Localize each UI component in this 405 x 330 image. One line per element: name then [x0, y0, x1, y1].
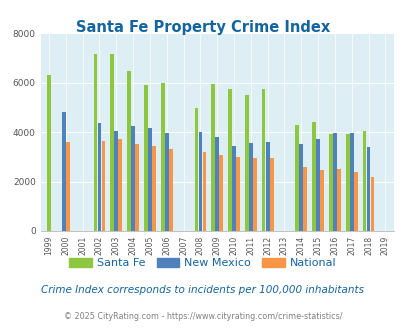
Bar: [353, 172, 357, 231]
Bar: [144, 85, 147, 231]
Bar: [265, 142, 269, 231]
Bar: [345, 135, 349, 231]
Bar: [244, 95, 248, 231]
Bar: [336, 169, 340, 231]
Bar: [315, 139, 319, 231]
Bar: [118, 139, 122, 231]
Bar: [97, 123, 101, 231]
Bar: [168, 149, 172, 231]
Bar: [219, 155, 222, 231]
Bar: [101, 141, 105, 231]
Text: © 2025 CityRating.com - https://www.cityrating.com/crime-statistics/: © 2025 CityRating.com - https://www.city…: [64, 312, 341, 321]
Bar: [127, 71, 130, 231]
Bar: [311, 122, 315, 231]
Bar: [160, 82, 164, 231]
Bar: [215, 138, 219, 231]
Bar: [236, 157, 239, 231]
Bar: [232, 146, 235, 231]
Bar: [114, 131, 118, 231]
Bar: [164, 133, 168, 231]
Bar: [332, 133, 336, 231]
Bar: [135, 145, 139, 231]
Bar: [349, 133, 353, 231]
Bar: [152, 146, 156, 231]
Bar: [110, 54, 114, 231]
Text: Santa Fe Property Crime Index: Santa Fe Property Crime Index: [76, 20, 329, 35]
Bar: [198, 132, 202, 231]
Bar: [202, 152, 206, 231]
Bar: [252, 158, 256, 231]
Bar: [93, 54, 97, 231]
Bar: [211, 84, 215, 231]
Bar: [269, 158, 273, 231]
Bar: [131, 126, 134, 231]
Bar: [228, 89, 231, 231]
Bar: [320, 170, 323, 231]
Bar: [47, 75, 51, 231]
Bar: [366, 148, 369, 231]
Bar: [66, 142, 70, 231]
Bar: [328, 135, 332, 231]
Bar: [194, 109, 198, 231]
Legend: Santa Fe, New Mexico, National: Santa Fe, New Mexico, National: [65, 253, 340, 273]
Bar: [62, 112, 66, 231]
Bar: [362, 131, 365, 231]
Text: Crime Index corresponds to incidents per 100,000 inhabitants: Crime Index corresponds to incidents per…: [41, 285, 364, 295]
Bar: [303, 167, 307, 231]
Bar: [248, 143, 252, 231]
Bar: [295, 125, 298, 231]
Bar: [148, 128, 151, 231]
Bar: [299, 145, 303, 231]
Bar: [370, 177, 373, 231]
Bar: [261, 89, 265, 231]
